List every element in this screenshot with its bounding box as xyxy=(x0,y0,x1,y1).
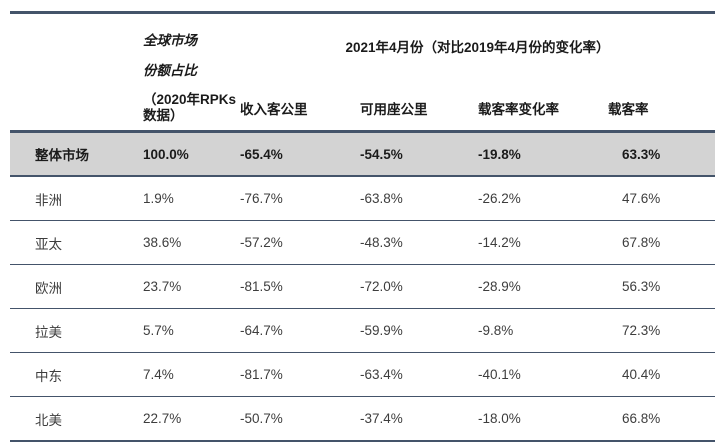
plf-cell: 67.8% xyxy=(622,235,661,250)
plf-change-cell: -26.2% xyxy=(478,191,521,206)
rpk-cell: -81.5% xyxy=(240,279,283,294)
share-cell: 38.6% xyxy=(143,235,182,250)
col-header-plf-change: 载客率变化率 xyxy=(478,102,559,117)
region-cell: 亚太 xyxy=(35,236,62,252)
plf-change-cell: -9.8% xyxy=(478,323,514,338)
share-cell: 22.7% xyxy=(143,411,182,426)
region-cell: 拉美 xyxy=(35,324,62,340)
ask-cell: -54.5% xyxy=(360,146,403,162)
share-cell: 5.7% xyxy=(143,323,174,338)
plf-change-cell: -19.8% xyxy=(478,146,521,162)
region-cell: 中东 xyxy=(35,368,62,384)
sub-headers-row: 收入客公里 可用座公里 载客率变化率 载客率 xyxy=(240,98,715,118)
rpk-cell: -50.7% xyxy=(240,411,283,426)
ask-cell: -63.8% xyxy=(360,191,403,206)
comparison-span-title: 2021年4月份（对比2019年4月份的变化率） xyxy=(345,40,610,55)
region-cell: 北美 xyxy=(35,412,62,428)
plf-change-cell: -28.9% xyxy=(478,279,521,294)
table-row-north-america: 北美 22.7% -50.7% -37.4% -18.0% 66.8% xyxy=(10,397,715,442)
table-row-middle-east: 中东 7.4% -81.7% -63.4% -40.1% 40.4% xyxy=(10,353,715,397)
plf-change-cell: -14.2% xyxy=(478,235,521,250)
table-row-europe: 欧洲 23.7% -81.5% -72.0% -28.9% 56.3% xyxy=(10,265,715,309)
region-cell: 非洲 xyxy=(35,192,62,208)
rpk-cell: -81.7% xyxy=(240,367,283,382)
plf-change-cell: -40.1% xyxy=(478,367,521,382)
plf-cell: 47.6% xyxy=(622,191,661,206)
share-cell: 23.7% xyxy=(143,279,182,294)
market-share-column-header: 全球市场 份额占比 （2020年RPKs数据） xyxy=(143,14,240,130)
plf-cell: 66.8% xyxy=(622,411,661,426)
share-cell: 7.4% xyxy=(143,367,174,382)
rpk-cell: -76.7% xyxy=(240,191,283,206)
rpk-cell: -57.2% xyxy=(240,235,283,250)
share-header-line2: 份额占比 xyxy=(143,63,197,78)
ask-cell: -37.4% xyxy=(360,411,403,426)
table-row-asia-pacific: 亚太 38.6% -57.2% -48.3% -14.2% 67.8% xyxy=(10,221,715,265)
share-header-line1: 全球市场 xyxy=(143,33,197,48)
table-row-total-market: 整体市场 100.0% -65.4% -54.5% -19.8% 63.3% xyxy=(10,133,715,177)
region-cell: 整体市场 xyxy=(35,148,89,163)
table-row-latin-america: 拉美 5.7% -64.7% -59.9% -9.8% 72.3% xyxy=(10,309,715,353)
ask-cell: -72.0% xyxy=(360,279,403,294)
col-header-plf: 载客率 xyxy=(608,102,649,117)
plf-cell: 72.3% xyxy=(622,323,661,338)
ask-cell: -48.3% xyxy=(360,235,403,250)
plf-cell: 40.4% xyxy=(622,367,661,382)
region-cell: 欧洲 xyxy=(35,280,62,296)
airline-market-table: 全球市场 份额占比 （2020年RPKs数据） 2021年4月份（对比2019年… xyxy=(10,11,715,442)
share-cell: 100.0% xyxy=(143,146,189,162)
comparison-header-group: 2021年4月份（对比2019年4月份的变化率） 收入客公里 可用座公里 载客率… xyxy=(240,14,715,130)
plf-change-cell: -18.0% xyxy=(478,411,521,426)
table-header-row: 全球市场 份额占比 （2020年RPKs数据） 2021年4月份（对比2019年… xyxy=(10,14,715,133)
share-cell: 1.9% xyxy=(143,191,174,206)
ask-cell: -63.4% xyxy=(360,367,403,382)
plf-cell: 63.3% xyxy=(622,146,661,162)
col-header-ask: 可用座公里 xyxy=(360,102,428,117)
plf-cell: 56.3% xyxy=(622,279,661,294)
region-column-header-empty xyxy=(10,14,143,130)
rpk-cell: -64.7% xyxy=(240,323,283,338)
rpk-cell: -65.4% xyxy=(240,146,283,162)
share-header-line3: （2020年RPKs数据） xyxy=(143,92,237,123)
table-row-africa: 非洲 1.9% -76.7% -63.8% -26.2% 47.6% xyxy=(10,177,715,221)
ask-cell: -59.9% xyxy=(360,323,403,338)
col-header-rpk: 收入客公里 xyxy=(240,102,308,117)
